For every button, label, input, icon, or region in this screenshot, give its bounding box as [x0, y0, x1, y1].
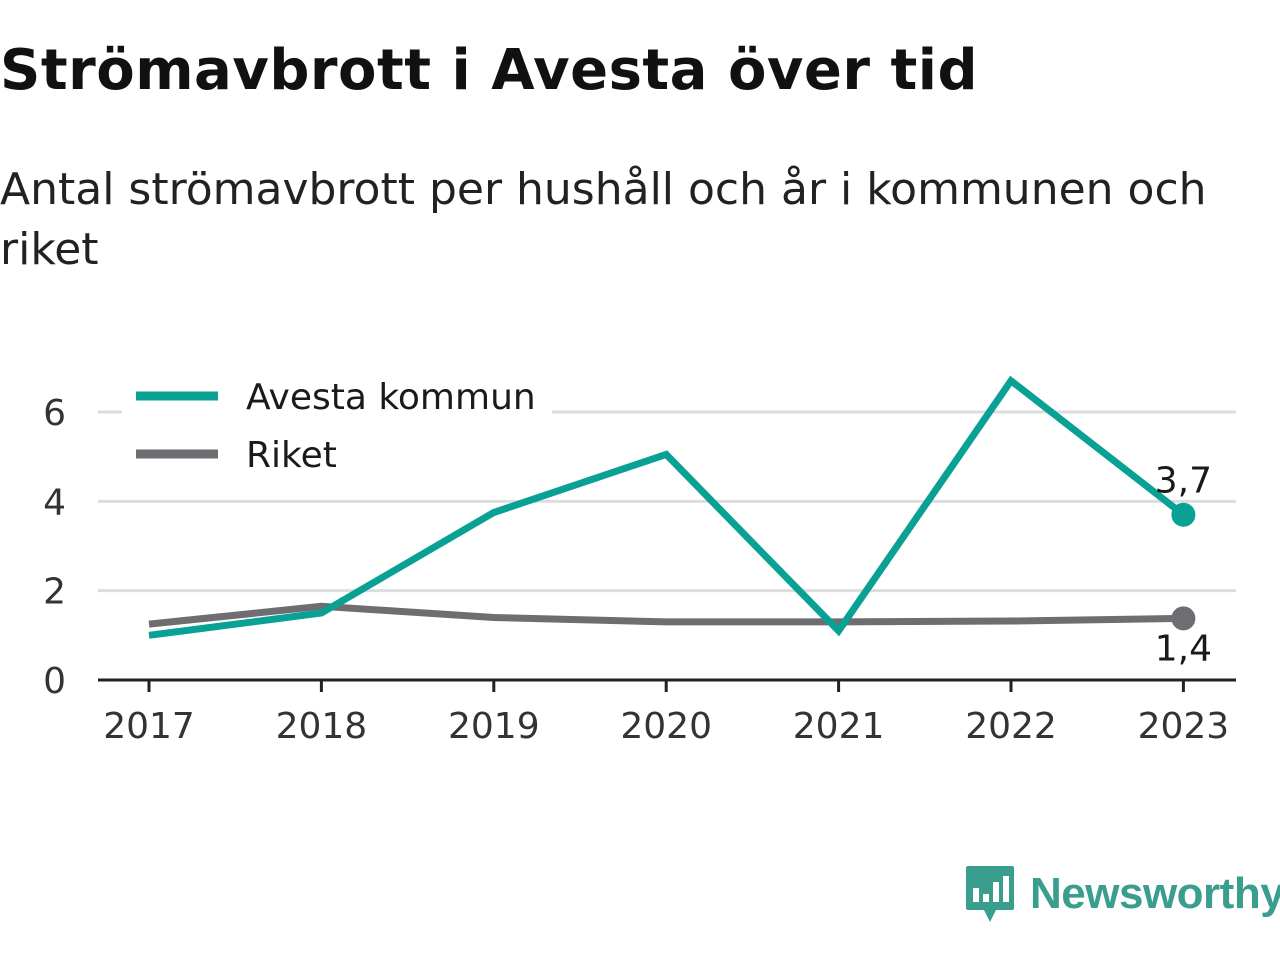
chart-subtitle: Antal strömavbrott per hushåll och år i …: [0, 164, 1207, 275]
series-lines: [148, 375, 1196, 639]
end-labels: 3,7 1,4: [1155, 461, 1212, 670]
brand-name: Newsworthy: [1030, 869, 1280, 918]
x-tick-label: 2021: [793, 706, 885, 747]
y-tick-label: 4: [43, 482, 66, 523]
x-tick-label: 2020: [620, 706, 712, 747]
legend-label-avesta: Avesta kommun: [246, 377, 536, 418]
newsworthy-logo: Newsworthy: [964, 864, 1280, 924]
x-tick-label: 2018: [276, 706, 368, 747]
legend-background: [122, 370, 552, 480]
x-tick-label: 2017: [103, 706, 195, 747]
y-tick-label: 2: [43, 572, 66, 613]
legend-label-riket: Riket: [246, 435, 337, 476]
x-tick-label: 2019: [448, 706, 540, 747]
chart-title: Strömavbrott i Avesta över tid: [0, 38, 979, 103]
y-tick-label: 0: [43, 661, 66, 702]
legend: Avesta kommun Riket: [122, 370, 552, 480]
series-line-riket: [148, 602, 1184, 628]
end-label-riket: 1,4: [1155, 628, 1212, 669]
end-label-avesta: 3,7: [1155, 461, 1212, 502]
line-chart: 0 2 4 6 2017 2018 2019 2020 2021 2022 2023 Avesta …: [43, 370, 1236, 747]
axes: 0 2 4 6 2017 2018 2019 2020 2021 2022 2023: [43, 393, 1236, 747]
x-tick-label: 2023: [1138, 706, 1230, 747]
y-tick-label: 6: [43, 393, 66, 434]
x-tick-label: 2022: [965, 706, 1057, 747]
data-point-riket: [1171, 606, 1196, 631]
series-line-avesta: [148, 375, 1186, 639]
newsworthy-logo-icon: [966, 866, 1014, 922]
data-point-avesta: [1171, 502, 1196, 527]
